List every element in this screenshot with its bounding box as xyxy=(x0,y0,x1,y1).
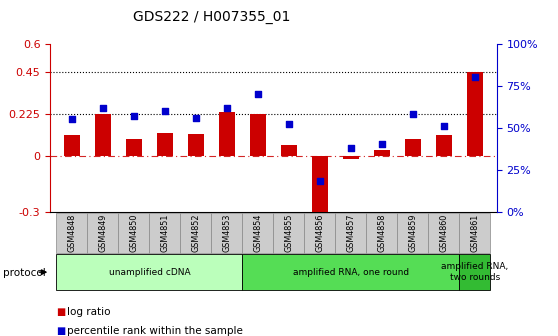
Text: log ratio: log ratio xyxy=(67,307,110,318)
FancyBboxPatch shape xyxy=(459,254,490,290)
FancyBboxPatch shape xyxy=(429,213,459,253)
FancyBboxPatch shape xyxy=(335,213,367,253)
Point xyxy=(347,145,355,151)
Point xyxy=(285,122,294,127)
Text: GSM4857: GSM4857 xyxy=(347,213,355,252)
Text: percentile rank within the sample: percentile rank within the sample xyxy=(67,326,243,336)
FancyBboxPatch shape xyxy=(56,254,242,290)
Bar xyxy=(467,72,483,156)
Point xyxy=(253,91,262,97)
Text: GSM4850: GSM4850 xyxy=(129,213,138,252)
Text: amplified RNA,
two rounds: amplified RNA, two rounds xyxy=(441,262,508,282)
FancyBboxPatch shape xyxy=(305,213,335,253)
Bar xyxy=(126,139,142,156)
Bar xyxy=(64,135,80,156)
Point xyxy=(408,112,417,117)
Point xyxy=(470,75,479,80)
Text: GSM4851: GSM4851 xyxy=(160,213,170,252)
Bar xyxy=(405,139,421,156)
Text: GSM4849: GSM4849 xyxy=(98,213,108,252)
FancyBboxPatch shape xyxy=(397,213,429,253)
Text: GSM4860: GSM4860 xyxy=(439,214,449,252)
Point xyxy=(440,123,449,129)
Point xyxy=(129,113,138,119)
Point xyxy=(161,108,170,114)
Text: protocol: protocol xyxy=(3,268,46,278)
FancyBboxPatch shape xyxy=(211,213,242,253)
Bar xyxy=(188,134,204,156)
Text: GSM4859: GSM4859 xyxy=(408,213,417,252)
Text: GSM4861: GSM4861 xyxy=(470,214,479,252)
Text: ■: ■ xyxy=(56,307,65,318)
Text: GDS222 / H007355_01: GDS222 / H007355_01 xyxy=(133,10,291,24)
Point xyxy=(377,142,386,147)
FancyBboxPatch shape xyxy=(150,213,180,253)
Bar xyxy=(250,114,266,156)
Bar xyxy=(312,156,328,215)
Point xyxy=(68,117,76,122)
Text: unamplified cDNA: unamplified cDNA xyxy=(109,268,190,277)
FancyBboxPatch shape xyxy=(242,254,459,290)
FancyBboxPatch shape xyxy=(56,213,88,253)
Text: amplified RNA, one round: amplified RNA, one round xyxy=(293,268,409,277)
FancyBboxPatch shape xyxy=(118,213,150,253)
Point xyxy=(98,105,107,110)
FancyBboxPatch shape xyxy=(367,213,397,253)
Bar xyxy=(95,114,110,156)
Text: GSM4848: GSM4848 xyxy=(68,214,76,252)
FancyBboxPatch shape xyxy=(459,213,490,253)
Text: GSM4853: GSM4853 xyxy=(223,213,232,252)
FancyBboxPatch shape xyxy=(180,213,211,253)
FancyBboxPatch shape xyxy=(273,213,305,253)
Text: GSM4852: GSM4852 xyxy=(191,213,200,252)
Bar xyxy=(436,135,451,156)
Point xyxy=(223,105,232,110)
Bar xyxy=(374,150,389,156)
Text: GSM4858: GSM4858 xyxy=(377,213,387,252)
Point xyxy=(191,115,200,120)
Bar xyxy=(343,156,359,159)
Text: GSM4854: GSM4854 xyxy=(253,213,262,252)
FancyBboxPatch shape xyxy=(242,213,273,253)
Text: GSM4856: GSM4856 xyxy=(315,213,324,252)
FancyBboxPatch shape xyxy=(88,213,118,253)
Text: ■: ■ xyxy=(56,326,65,336)
Bar xyxy=(219,112,235,156)
Point xyxy=(315,179,324,184)
Bar xyxy=(157,133,172,156)
Text: GSM4855: GSM4855 xyxy=(285,213,294,252)
Bar xyxy=(281,145,297,156)
